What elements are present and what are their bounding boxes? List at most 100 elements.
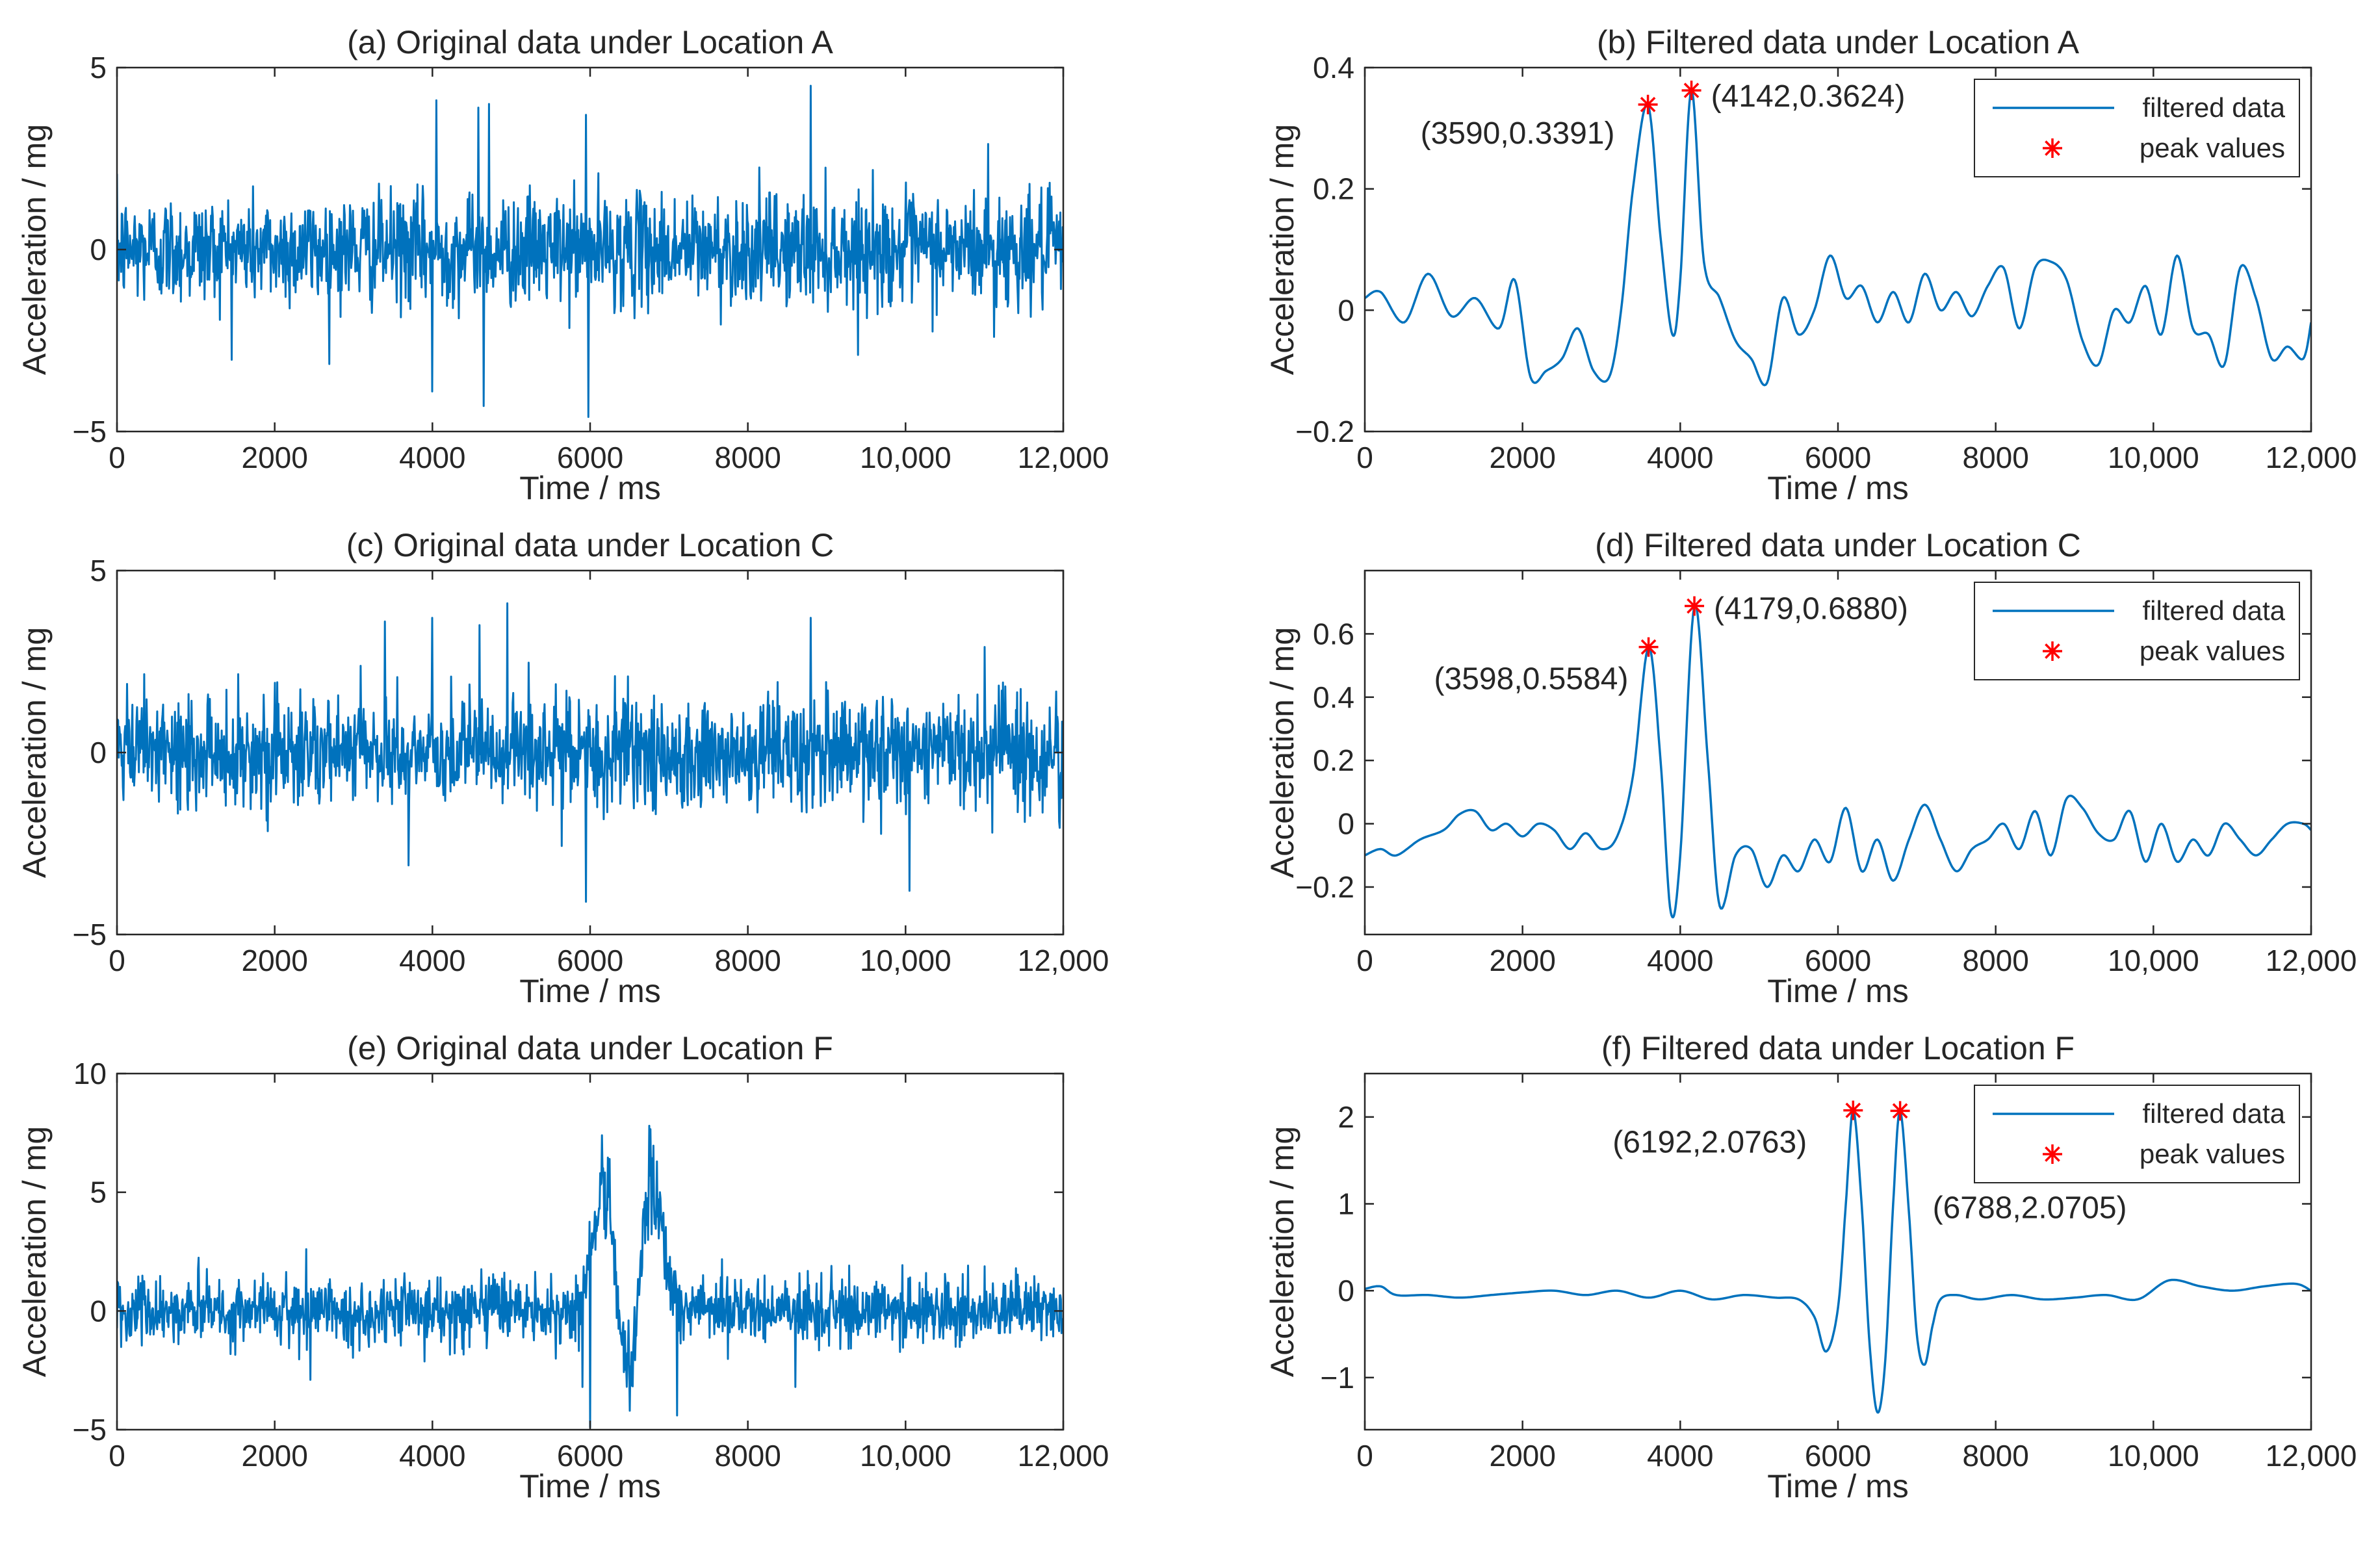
x-tick-label: 4000 [399,944,465,977]
x-tick-label: 6000 [1805,944,1871,977]
y-tick-label: 5 [90,51,107,84]
y-tick-label: 0.2 [1313,743,1354,777]
x-tick-label: 8000 [1962,441,2028,474]
legend-peak-swatch-stroke [2045,1146,2060,1162]
y-axis-label-b: Acceleration / mg [1264,124,1300,375]
x-tick-label: 12,000 [1018,944,1109,977]
peak-label-b-1: (3590,0.3391) [1421,116,1615,151]
y-tick-label: 0 [90,736,107,769]
legend-peak-swatch-stroke [2045,643,2060,659]
y-tick-label: −5 [73,1413,107,1447]
peak-label-d-2: (4179,0.6880) [1714,592,1908,626]
y-axis-label-d: Acceleration / mg [1264,627,1300,878]
peak-marker-f-2-stroke [1892,1103,1908,1119]
x-tick-label: 6000 [557,1439,623,1473]
panel-d: 0 2000 4000 6000 8000 10,000 12,000 −0.2 0 0.2 0.4… [1264,527,2357,1009]
peak-marker-d-2 [1685,596,1705,616]
legend-box [1974,1085,2300,1183]
x-axis-label-b: Time / ms [1767,470,1909,506]
panel-b: 0 2000 4000 6000 8000 10,000 12,000−0.200.20.4… [1264,24,2357,506]
x-tick-label: 0 [1356,944,1373,977]
legend-label-filtered: filtered data [2143,595,2286,626]
series-line-b [1365,89,2311,387]
x-tick-label: 2000 [1489,1439,1555,1473]
chart-title-a: (a) Original data under Location A [347,24,833,60]
chart-title-e: (e) Original data under Location F [347,1030,833,1066]
y-tick-label: 10 [73,1057,107,1090]
x-tick-label: 10,000 [2108,1439,2199,1473]
y-tick-label: 1 [1338,1187,1354,1220]
x-tick-label: 6000 [1805,1439,1871,1473]
y-tick-label: 0 [90,1294,107,1328]
x-tick-label: 2000 [241,1439,307,1473]
chart-title-c: (c) Original data under Location C [346,527,834,563]
legend-peak-swatch-stroke [2045,140,2060,156]
x-tick-label: 0 [109,1439,125,1473]
x-tick-label: 10,000 [2108,441,2199,474]
y-tick-label: 5 [90,1176,107,1209]
legend-d: filtered data peak values [1974,582,2300,680]
x-tick-label: 2000 [241,944,307,977]
legend-peak-swatch [2043,1144,2062,1164]
x-tick-label: 0 [1356,1439,1373,1473]
y-axis-label-f: Acceleration / mg [1264,1126,1300,1377]
x-tick-label: 4000 [1647,944,1713,977]
x-tick-label: 8000 [714,944,781,977]
y-tick-label: −5 [73,415,107,448]
x-tick-label: 6000 [1805,441,1871,474]
x-tick-label: 12,000 [2266,944,2357,977]
y-tick-label: 0 [90,233,107,266]
peak-marker-f-1-stroke [1845,1102,1861,1118]
x-tick-label: 4000 [399,441,465,474]
peak-marker-b-1-stroke [1640,96,1656,112]
y-tick-label: −5 [73,918,107,951]
y-tick-label: 0 [1338,1274,1354,1308]
series-line-a [117,84,1063,419]
peak-marker-f-2 [1890,1101,1910,1121]
x-tick-label: 12,000 [1018,1439,1109,1473]
x-tick-label: 8000 [1962,944,2028,977]
series-line-f [1365,1109,2311,1414]
legend-f: filtered data peak values [1974,1085,2300,1183]
x-tick-label: 10,000 [2108,944,2199,977]
x-tick-label: 8000 [714,441,781,474]
y-tick-label: 0.4 [1313,51,1354,84]
y-tick-label: −0.2 [1295,870,1354,904]
x-axis-label-d: Time / ms [1767,973,1909,1009]
y-tick-label: 0.4 [1313,680,1354,714]
peak-marker-f-1 [1843,1100,1863,1120]
peak-marker-b-1 [1638,94,1658,114]
y-tick-label: −1 [1321,1361,1354,1395]
x-tick-label: 10,000 [860,944,951,977]
y-axis-label-c: Acceleration / mg [16,627,53,878]
legend-box [1974,582,2300,680]
x-axis-label-f: Time / ms [1767,1468,1909,1504]
y-axis-label-e: Acceleration / mg [16,1126,53,1377]
chart-title-f: (f) Filtered data under Location F [1601,1030,2075,1066]
chart-title-d: (d) Filtered data under Location C [1595,527,2081,563]
y-tick-label: 0 [1338,293,1354,327]
x-tick-label: 6000 [557,441,623,474]
x-tick-label: 8000 [1962,1439,2028,1473]
peak-label-f-1: (6192,2.0763) [1612,1126,1807,1160]
legend-peak-swatch [2043,138,2062,158]
x-tick-label: 4000 [1647,1439,1713,1473]
panel-f: 0 2000 4000 6000 8000 10,000 12,000 −1 0 1 2 (f) Fi… [1264,1030,2357,1504]
x-tick-label: 2000 [1489,944,1555,977]
y-tick-label: 2 [1338,1100,1354,1134]
legend-b: filtered data peak values [1974,79,2300,177]
series-line-d [1365,603,2311,919]
x-axis-label-c: Time / ms [519,973,661,1009]
x-tick-label: 10,000 [860,441,951,474]
y-tick-label: 0 [1338,807,1354,841]
x-axis-label-e: Time / ms [519,1468,661,1504]
peak-label-f-2: (6788,2.0705) [1933,1191,2127,1225]
x-tick-label: 0 [109,944,125,977]
x-tick-label: 2000 [241,441,307,474]
peak-marker-b-2 [1681,81,1701,101]
panel-c: 0 2000 4000 6000 8000 10,000 12,000−505(c) Ori… [16,527,1109,1009]
legend-peak-swatch [2043,641,2062,661]
legend-label-peaks: peak values [2140,1139,2285,1169]
